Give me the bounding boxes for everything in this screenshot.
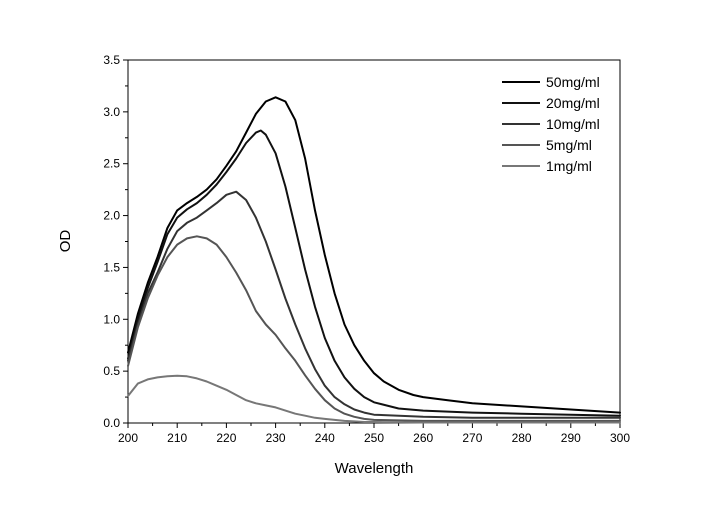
- plot-area: [127, 59, 621, 424]
- y-tick-label: 1.0: [103, 312, 120, 326]
- series-line-4: [127, 235, 621, 422]
- x-tick-label: 260: [413, 431, 433, 445]
- y-tick-label: 0.0: [103, 416, 120, 430]
- legend: 50mg/ml 20mg/ml 10mg/ml 5mg/ml 1mg/ml: [502, 74, 600, 174]
- legend-label: 5mg/ml: [546, 137, 592, 153]
- x-tick-label: 270: [462, 431, 482, 445]
- y-tick-label: 3.0: [103, 105, 120, 119]
- x-tick-label: 230: [266, 431, 286, 445]
- x-tick-label: 300: [610, 431, 630, 445]
- x-tick-label: 280: [512, 431, 532, 445]
- x-axis-ticks: 200 210 220 230 240 250 260 270 280 290 300: [118, 423, 630, 445]
- series-lines: [127, 96, 621, 424]
- legend-label: 50mg/ml: [546, 74, 600, 90]
- x-tick-label: 210: [167, 431, 187, 445]
- y-tick-label: 1.5: [103, 260, 120, 274]
- x-tick-label: 200: [118, 431, 138, 445]
- series-line-1: [127, 96, 621, 414]
- legend-label: 1mg/ml: [546, 158, 592, 174]
- series-line-2: [127, 129, 621, 417]
- y-axis-title: OD: [57, 230, 74, 253]
- x-axis-title: Wavelength: [335, 460, 414, 477]
- y-tick-label: 3.5: [103, 53, 120, 67]
- x-tick-label: 240: [315, 431, 335, 445]
- y-tick-label: 2.0: [103, 209, 120, 223]
- y-tick-label: 0.5: [103, 364, 120, 378]
- x-tick-label: 220: [216, 431, 236, 445]
- y-tick-label: 2.5: [103, 157, 120, 171]
- series-line-3: [127, 190, 621, 419]
- x-tick-label: 250: [364, 431, 384, 445]
- y-axis-ticks: 0.0 0.5 1.0 1.5 2.0 2.5 3.0 3.5: [103, 53, 128, 430]
- x-tick-label: 290: [561, 431, 581, 445]
- legend-label: 20mg/ml: [546, 95, 600, 111]
- legend-label: 10mg/ml: [546, 116, 600, 132]
- series-line-5: [127, 374, 621, 424]
